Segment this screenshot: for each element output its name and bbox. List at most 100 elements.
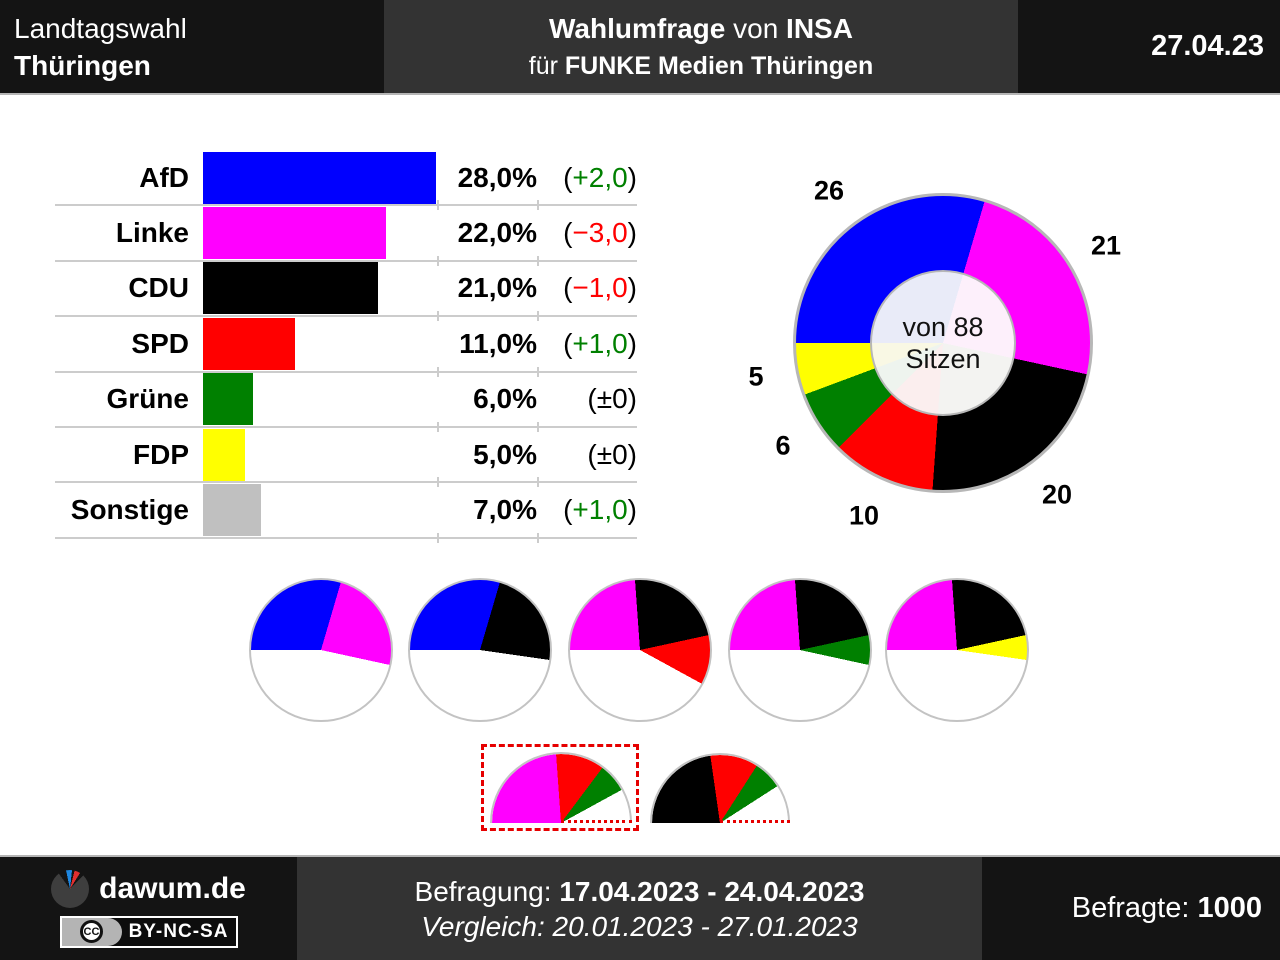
comparison-period-line: Vergleich: 20.01.2023 - 27.01.2023 (421, 910, 858, 942)
donut-total-line1: von 88 (902, 312, 984, 342)
value-gruene: 6,0% (473, 383, 537, 415)
cc-icon: CC (80, 920, 103, 943)
poll-type: Wahlumfrage (549, 13, 726, 44)
donut-center-label: von 88 Sitzen (793, 193, 1093, 493)
client-name: FUNKE Medien Thüringen (564, 52, 874, 80)
bar-row-sonstige: Sonstige 7,0% (+1,0) (55, 483, 637, 539)
change-cdu: (−1,0) (563, 272, 637, 304)
column-tick (437, 477, 439, 488)
seat-label-cdu: 20 (1041, 479, 1073, 510)
bar-row-gruene: Grüne 6,0% (±0) (55, 373, 637, 428)
pie-linke-cdu-spd (568, 578, 712, 722)
majority-gap-line-2 (720, 820, 790, 823)
change-fdp: (±0) (587, 438, 637, 470)
value-sonstige: 7,0% (473, 494, 537, 526)
seat-donut-chart: von 88 Sitzen 26 21 20 10 6 5 (748, 176, 1121, 531)
change-gruene: (±0) (587, 383, 637, 415)
dawum-logo-icon (51, 869, 90, 908)
seat-label-fdp: 5 (748, 361, 764, 392)
bar-row-linke: Linke 22,0% (−3,0) (55, 206, 637, 262)
bar-row-afd: AfD 28,0% (+2,0) (55, 151, 637, 207)
party-label-sonstige: Sonstige (70, 494, 189, 526)
column-tick (537, 255, 539, 266)
pie-afd-cdu (408, 578, 552, 722)
value-fdp: 5,0% (473, 438, 537, 470)
header-election-section: Landtagswahl Thüringen (0, 0, 384, 93)
seat-label-gruene: 6 (775, 430, 791, 461)
bar-row-cdu: CDU 21,0% (−1,0) (55, 262, 637, 318)
footer-brand-section: dawum.de CC BY-NC-SA (0, 857, 297, 960)
column-tick (437, 200, 439, 211)
footer-bar: dawum.de CC BY-NC-SA Befragung: 17.04.20… (0, 855, 1280, 960)
value-afd: 28,0% (457, 161, 537, 193)
bar-cell-sonstige (203, 484, 437, 537)
respondents-value: 1000 (1197, 892, 1262, 924)
value-spd: 11,0% (459, 327, 537, 359)
footer-period-section: Befragung: 17.04.2023 - 24.04.2023 Vergl… (297, 857, 982, 960)
donut-total-line2: Sitzen (905, 344, 981, 374)
respondents-label: Befragte: (1071, 892, 1198, 924)
bar-fdp (203, 428, 245, 481)
bar-cdu (203, 262, 378, 315)
bar-gruene (203, 373, 253, 426)
pie-linke-cdu-gruene (728, 578, 872, 722)
poll-connector: von (725, 13, 787, 44)
halfpie-fill-cdu-spd-gruene (652, 755, 788, 823)
election-region: Thüringen (14, 49, 151, 81)
column-tick (537, 532, 539, 543)
election-type: Landtagswahl (14, 12, 187, 44)
party-label-afd: AfD (139, 161, 189, 193)
column-tick (537, 477, 539, 488)
seat-label-afd: 26 (813, 175, 845, 206)
respondents-line: Befragte: 1000 (1072, 892, 1262, 925)
cc-icon-holder: CC (61, 917, 122, 946)
bar-row-fdp: FDP 5,0% (±0) (55, 428, 637, 484)
pie-afd-linke (249, 578, 393, 722)
change-afd: (+2,0) (563, 161, 637, 193)
column-tick (437, 255, 439, 266)
value-linke: 22,0% (457, 217, 537, 249)
bar-spd (203, 317, 295, 370)
header-poll-section: Wahlumfrage von INSA für FUNKE Medien Th… (384, 0, 1018, 93)
institute-name: INSA (786, 13, 853, 44)
majority-gap-line-1 (561, 820, 632, 823)
poll-title: Wahlumfrage von INSA (549, 12, 853, 46)
party-label-cdu: CDU (128, 272, 189, 304)
header-date-section: 27.04.23 (1018, 0, 1280, 93)
column-tick (537, 366, 539, 377)
party-label-gruene: Grüne (106, 383, 189, 415)
change-sonstige: (+1,0) (563, 494, 637, 526)
change-linke: (−3,0) (563, 217, 637, 249)
column-tick (537, 311, 539, 322)
poll-client: für FUNKE Medien Thüringen (529, 51, 873, 81)
survey-period: 17.04.2023 - 24.04.2023 (559, 875, 865, 907)
footer-respondents-section: Befragte: 1000 (982, 857, 1280, 960)
party-label-spd: SPD (131, 327, 189, 359)
bar-cell-spd (203, 317, 437, 370)
current-government-highlight-box (481, 744, 639, 831)
bar-row-spd: SPD 11,0% (+1,0) (55, 317, 637, 373)
donut-hole (870, 270, 1016, 416)
brand-row: dawum.de (51, 869, 246, 908)
change-spd: (+1,0) (563, 327, 637, 359)
pie-linke-cdu-fdp (885, 578, 1029, 722)
bar-sonstige (203, 484, 262, 537)
survey-period-line: Befragung: 17.04.2023 - 24.04.2023 (415, 875, 865, 908)
brand-name: dawum.de (99, 871, 246, 905)
column-tick (437, 311, 439, 322)
column-tick (537, 200, 539, 211)
bar-afd (203, 151, 436, 204)
survey-label: Befragung: (414, 875, 560, 907)
column-tick (537, 422, 539, 432)
bar-cell-afd (203, 151, 437, 204)
party-results-table: AfD 28,0% (+2,0) Linke 22,0% (−3,0) CDU 21,0% (−… (55, 151, 637, 543)
party-label-linke: Linke (115, 217, 189, 249)
column-tick (437, 532, 439, 543)
seat-label-spd: 10 (848, 500, 880, 531)
seat-label-linke: 21 (1090, 230, 1122, 261)
bar-linke (203, 207, 387, 260)
value-cdu: 21,0% (457, 272, 537, 304)
column-tick (437, 422, 439, 432)
bar-cell-gruene (203, 373, 437, 426)
